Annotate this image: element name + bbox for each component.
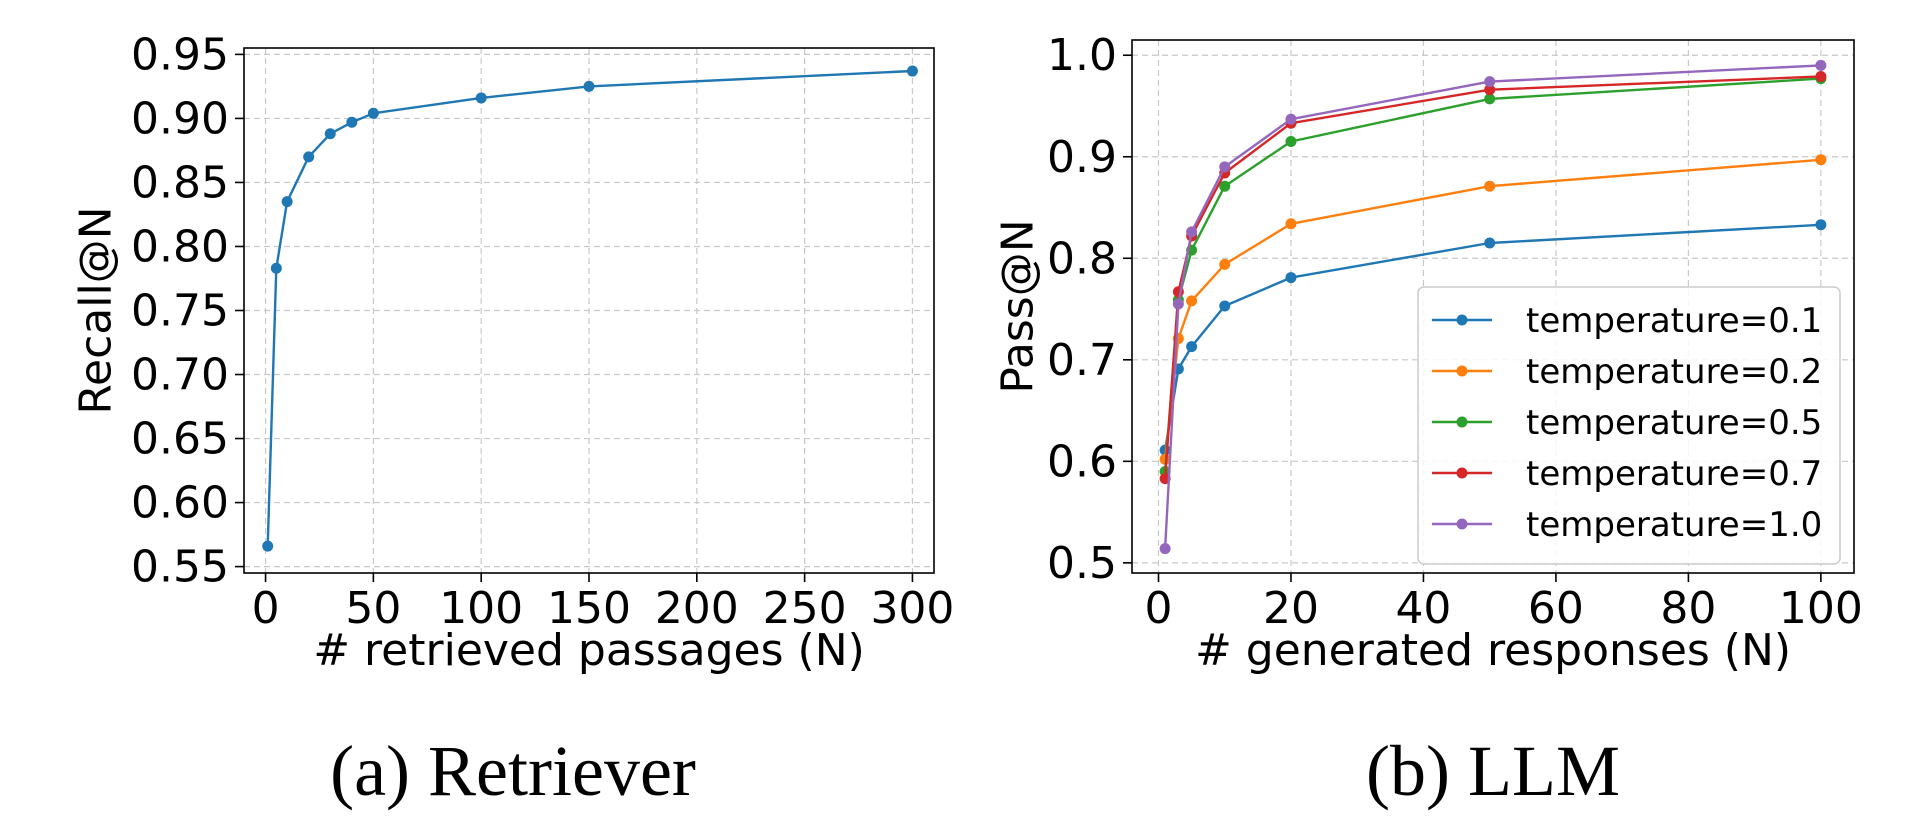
legend-entry-label: temperature=0.7 — [1526, 454, 1822, 494]
retriever-x-tick-label: 250 — [763, 583, 847, 634]
llm-ticks: 0 20 40 60 80 100 0.5 0.6 0.7 0.8 0.9 1.0 — [1047, 30, 1863, 634]
retriever-data-point — [303, 151, 315, 163]
llm-data-point — [1186, 341, 1198, 353]
retriever-data-point — [906, 65, 918, 77]
llm-y-tick-label: 0.9 — [1047, 132, 1117, 183]
retriever-panel: 0 50 100 150 200 250 300 0.55 0.60 0.65 0.70 0.75 0.… — [70, 29, 954, 811]
legend-marker — [1456, 518, 1468, 530]
retriever-data-point — [367, 107, 379, 119]
llm-panel: 0 20 40 60 80 100 0.5 0.6 0.7 0.8 0.9 1.0 temperatu… — [992, 30, 1862, 811]
retriever-caption: (a) Retriever — [330, 731, 696, 811]
llm-data-point — [1219, 258, 1231, 270]
retriever-y-axis-label: Recall@N — [70, 206, 121, 414]
retriever-data-point — [270, 262, 282, 274]
retriever-y-tick-label: 0.65 — [131, 414, 229, 465]
llm-data-point — [1186, 226, 1198, 238]
legend-entry-label: temperature=0.5 — [1526, 403, 1822, 443]
llm-plot-frame — [1131, 39, 1855, 574]
llm-y-tick-label: 0.7 — [1047, 335, 1117, 386]
llm-data-point — [1285, 113, 1297, 125]
llm-data-point — [1285, 218, 1297, 230]
legend-marker — [1456, 314, 1468, 326]
retriever-data-point — [324, 128, 336, 140]
llm-series — [1159, 59, 1827, 555]
legend-marker — [1456, 467, 1468, 479]
llm-legend: temperature=0.1 temperature=0.2 temperatur… — [1417, 286, 1841, 565]
llm-data-point — [1484, 180, 1496, 192]
retriever-x-tick-label: 50 — [345, 583, 401, 634]
llm-data-point — [1815, 219, 1827, 231]
llm-data-point — [1484, 84, 1496, 96]
retriever-y-tick-label: 0.70 — [131, 350, 229, 401]
llm-data-point — [1484, 76, 1496, 88]
llm-x-tick-label: 0 — [1144, 583, 1172, 634]
legend-box — [1417, 286, 1841, 565]
retriever-data-point — [346, 116, 358, 128]
legend-entry-label: temperature=0.1 — [1526, 301, 1822, 341]
llm-data-point — [1815, 71, 1827, 83]
retriever-x-axis-label: # retrieved passages (N) — [313, 625, 865, 676]
llm-y-tick-label: 1.0 — [1047, 30, 1117, 81]
legend-marker — [1456, 365, 1468, 377]
llm-x-tick-label: 100 — [1779, 583, 1863, 634]
llm-data-point — [1172, 298, 1184, 310]
retriever-ticks: 0 50 100 150 200 250 300 0.55 0.60 0.65 0.70 0.75 0.… — [131, 29, 954, 634]
llm-data-point — [1186, 295, 1198, 307]
llm-data-point — [1219, 180, 1231, 192]
legend-marker — [1456, 416, 1468, 428]
llm-data-point — [1815, 154, 1827, 166]
llm-data-point — [1159, 543, 1171, 555]
retriever-x-tick-label: 150 — [547, 583, 631, 634]
llm-data-point — [1815, 59, 1827, 71]
retriever-x-tick-label: 0 — [252, 583, 280, 634]
llm-x-axis-label: # generated responses (N) — [1195, 625, 1791, 676]
llm-data-point — [1285, 272, 1297, 284]
retriever-y-tick-label: 0.90 — [131, 93, 229, 144]
retriever-y-tick-label: 0.75 — [131, 286, 229, 337]
retriever-series-line — [266, 69, 913, 547]
llm-data-point — [1219, 300, 1231, 312]
retriever-data-point — [262, 540, 274, 552]
llm-data-point — [1285, 136, 1297, 148]
llm-y-tick-label: 0.5 — [1047, 538, 1117, 589]
retriever-data-point — [583, 80, 595, 92]
llm-y-tick-label: 0.6 — [1047, 436, 1117, 487]
retriever-y-tick-label: 0.95 — [131, 29, 229, 80]
retriever-grid — [244, 48, 934, 573]
llm-x-tick-label: 80 — [1660, 583, 1716, 634]
llm-x-tick-label: 20 — [1263, 583, 1319, 634]
legend-entry-label: temperature=0.2 — [1526, 352, 1822, 392]
retriever-data-point — [281, 196, 293, 208]
retriever-x-tick-label: 200 — [655, 583, 739, 634]
retriever-x-tick-label: 100 — [439, 583, 523, 634]
llm-x-tick-label: 60 — [1528, 583, 1584, 634]
retriever-y-tick-label: 0.80 — [131, 221, 229, 272]
llm-caption: (b) LLM — [1366, 731, 1620, 811]
llm-data-point — [1484, 93, 1496, 105]
retriever-data-point — [475, 92, 487, 104]
llm-y-tick-label: 0.8 — [1047, 233, 1117, 284]
retriever-y-tick-label: 0.55 — [131, 542, 229, 593]
llm-data-point — [1219, 161, 1231, 173]
legend-entry-label: temperature=1.0 — [1526, 505, 1822, 545]
retriever-x-tick-label: 300 — [870, 583, 954, 634]
retriever-y-tick-label: 0.85 — [131, 157, 229, 208]
llm-data-point — [1484, 237, 1496, 249]
llm-y-axis-label: Pass@N — [992, 219, 1043, 393]
retriever-series — [262, 65, 918, 552]
llm-x-tick-label: 40 — [1395, 583, 1451, 634]
retriever-y-tick-label: 0.60 — [131, 478, 229, 529]
